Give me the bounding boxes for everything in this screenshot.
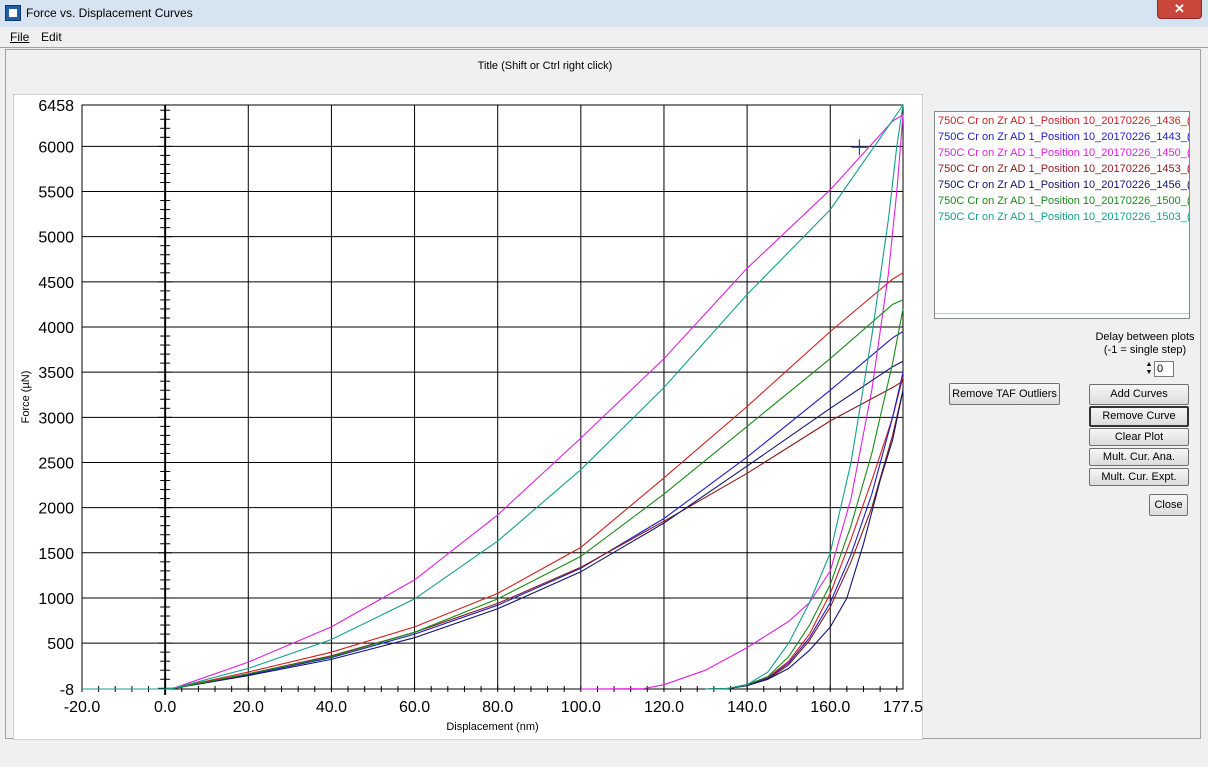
curve-list-item[interactable]: 750C Cr on Zr AD 1_Position 10_20170226_… [938,179,1190,191]
curve-list-item[interactable]: 750C Cr on Zr AD 1_Position 10_20170226_… [938,211,1190,223]
title-bar: Force vs. Displacement Curves ✕ [0,0,1208,28]
x-axis-label: Displacement (nm) [446,721,538,733]
series-unloading-line [705,390,904,690]
x-tick-label: 160.0 [810,699,850,716]
force-displacement-chart[interactable]: -8 500 1000 1500 2000 2500 3000 3500 4000 4500 500… [13,94,923,740]
curve-list-item[interactable]: 750C Cr on Zr AD 1_Position 10_20170226_… [938,131,1190,143]
menu-bar: File Edit [0,27,1208,48]
x-tick-label: -20.0 [64,699,101,716]
x-tick-label: 177.5 [883,699,923,716]
mult-cur-expt-button[interactable]: Mult. Cur. Expt. [1089,468,1189,486]
x-tick-label: 100.0 [561,699,601,716]
series-unloading-line [705,104,904,690]
y-axis-label: Force (µN) [20,371,32,424]
y-tick-label: 2000 [38,501,74,518]
mult-cur-ana-button[interactable]: Mult. Cur. Ana. [1089,448,1189,466]
y-tick-label: 4000 [38,320,74,337]
y-tick-label: -8 [60,682,74,699]
remove-taf-outliers-button[interactable]: Remove TAF Outliers [949,383,1060,405]
y-tick-label: 500 [47,636,74,653]
window-title: Force vs. Displacement Curves [26,6,193,20]
y-tick-label: 4500 [38,275,74,292]
y-tick-label: 1000 [38,591,74,608]
delay-label-line1: Delay between plots [1095,331,1195,343]
status-strip [0,741,1208,767]
x-tick-label: 120.0 [644,699,684,716]
y-tick-label: 5000 [38,230,74,247]
y-tick-label: 1500 [38,546,74,563]
window-close-button[interactable]: ✕ [1157,0,1202,19]
delay-spinner[interactable]: ▲ ▼ [1145,361,1153,376]
y-tick-label: 3500 [38,365,74,382]
y-tick-label: 5500 [38,185,74,202]
series-loading-line [82,104,904,690]
x-tick-label: 20.0 [233,699,264,716]
list-horizontal-scrollbar[interactable] [935,313,1189,318]
y-tick-label: 3000 [38,410,74,427]
curve-list[interactable]: 750C Cr on Zr AD 1_Position 10_20170226_… [934,111,1190,319]
curve-list-item[interactable]: 750C Cr on Zr AD 1_Position 10_20170226_… [938,147,1190,159]
y-tick-label: 2500 [38,455,74,472]
x-tick-label: 40.0 [316,699,347,716]
x-tick-label: 80.0 [482,699,513,716]
x-tick-label: 0.0 [154,699,176,716]
y-tick-label: 6458 [38,98,74,115]
x-tick-label: 140.0 [727,699,767,716]
x-tick-label: 60.0 [399,699,430,716]
plot-title[interactable]: Title (Shift or Ctrl right click) [477,60,613,72]
delay-label: Delay between plots (-1 = single step) [1090,331,1200,357]
add-curves-button[interactable]: Add Curves [1089,384,1189,405]
clear-plot-button[interactable]: Clear Plot [1089,428,1189,446]
app-icon [5,5,21,21]
remove-curve-button[interactable]: Remove Curve [1089,406,1189,427]
menu-edit[interactable]: Edit [41,30,62,44]
y-tick-label: 6000 [38,139,74,156]
curve-list-item[interactable]: 750C Cr on Zr AD 1_Position 10_20170226_… [938,163,1190,175]
delay-label-line2: (-1 = single step) [1103,344,1187,356]
cursor-crosshair [851,139,868,156]
curve-list-item[interactable]: 750C Cr on Zr AD 1_Position 10_20170226_… [938,115,1190,127]
delay-input[interactable] [1154,361,1174,377]
close-button[interactable]: Close [1149,494,1188,516]
menu-file[interactable]: File [10,30,30,44]
curve-list-item[interactable]: 750C Cr on Zr AD 1_Position 10_20170226_… [938,195,1190,207]
